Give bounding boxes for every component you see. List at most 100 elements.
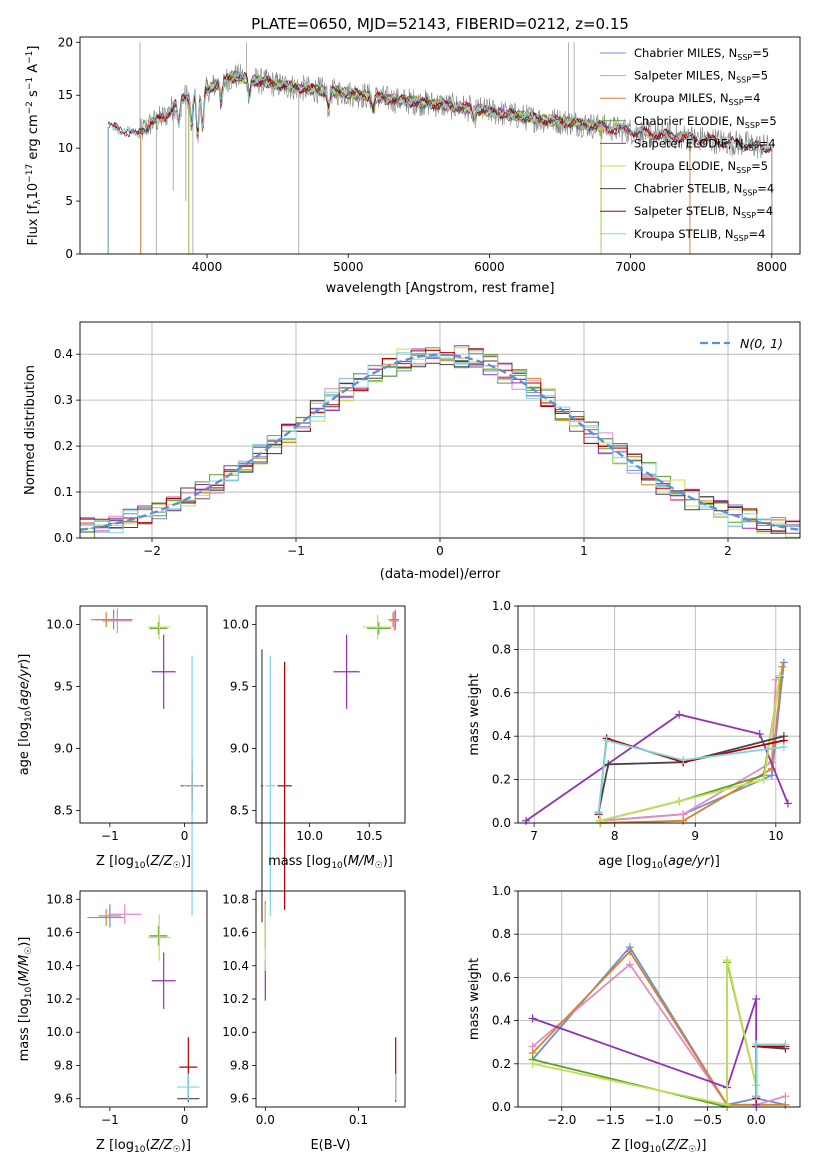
x-tick-label: −0.5	[693, 1113, 722, 1127]
y-tick-label: 0.0	[54, 531, 73, 545]
y-tick-label: 9.6	[230, 1092, 249, 1106]
x-axis-label: age [log10(age/yr)]	[598, 854, 720, 871]
x-tick-label: −2.0	[547, 1113, 576, 1127]
metallicity-massweight-panel: −2.0 −1.5 −1.0 −0.5 0.0 0.0 0.2 0.4 0.6 0.8 1.0 Z […	[467, 884, 801, 1155]
y-tick-label: 9.8	[230, 1058, 249, 1072]
y-tick-label: 10.8	[222, 892, 249, 906]
y-tick-label: 0	[65, 247, 73, 261]
x-tick-label: 4000	[192, 260, 223, 274]
legend-label: Chabrier STELIB, NSSP=4	[634, 182, 774, 198]
residual-histogram-panel: −2 −1 0 1 2 0.0 0.1 0.2 0.3 0.4 (data-model)/error…	[23, 321, 801, 582]
legend-label: Kroupa STELIB, NSSP=4	[634, 227, 765, 243]
x-tick-label: 0	[436, 544, 444, 558]
y-axis-label: mass weight	[467, 673, 482, 755]
axes-frame	[79, 321, 801, 539]
age-massweight-panel: 7 8 9 10 0.0 0.2 0.4 0.6 0.8 1.0 age [log10(age/yr…	[467, 599, 801, 871]
x-tick-label: 6000	[474, 260, 505, 274]
y-axis-label: mass weight	[467, 958, 482, 1040]
y-tick-label: 0.6	[492, 970, 511, 984]
figure-title: PLATE=0650, MJD=52143, FIBERID=0212, z=0…	[251, 15, 629, 33]
normal-curve	[80, 353, 800, 532]
weight-line	[755, 1043, 786, 1097]
axes-frame	[255, 890, 406, 1108]
y-tick-label: 9.0	[230, 742, 249, 756]
weight-line	[525, 713, 789, 822]
legend-label: Chabrier ELODIE, NSSP=5	[634, 114, 777, 130]
x-tick-label: 8	[611, 829, 619, 843]
y-tick-label: 5	[65, 194, 73, 208]
legend-label: N(0, 1)	[740, 336, 783, 351]
x-tick-label: −2	[143, 544, 161, 558]
legend-label: Salpeter ELODIE, NSSP=4	[634, 136, 776, 152]
histogram-steps	[80, 350, 800, 534]
x-tick-label: 10	[768, 829, 783, 843]
y-tick-label: 15	[58, 88, 73, 102]
y-tick-label: 0.0	[492, 1100, 511, 1114]
axes-frame	[517, 605, 801, 824]
y-tick-label: 1.0	[492, 599, 511, 613]
metallicity-mass-panel: −1 0 9.6 9.8 10.0 10.2 10.4 10.6 10.8 Z [log10(Z/…	[17, 890, 208, 1155]
y-tick-label: 10.8	[46, 892, 73, 906]
y-tick-label: 0.4	[492, 1014, 511, 1028]
spectrum-lines	[107, 42, 773, 254]
y-tick-label: 0.8	[492, 642, 511, 656]
x-tick-label: 0.0	[256, 1113, 275, 1127]
x-tick-label: 9	[691, 829, 699, 843]
y-tick-label: 0.8	[492, 927, 511, 941]
y-tick-label: 8.5	[230, 804, 249, 818]
x-tick-label: −1	[287, 544, 305, 558]
legend-label: Kroupa ELODIE, NSSP=5	[634, 159, 768, 175]
y-tick-label: 1.0	[492, 884, 511, 898]
y-axis-label: Normed distribution	[23, 365, 38, 495]
x-axis-label: wavelength [Angstrom, rest frame]	[326, 281, 555, 296]
x-tick-label: 2	[724, 544, 732, 558]
mass-age-panel: 10.0 10.5 8.5 9.0 9.5 10.0 mass [log10(M/M☉)]	[222, 605, 406, 923]
y-tick-label: 10.4	[46, 959, 73, 973]
y-tick-label: 10.2	[46, 992, 73, 1006]
x-axis-label: mass [log10(M/M☉)]	[268, 854, 393, 871]
y-tick-label: 0.4	[492, 729, 511, 743]
y-tick-label: 10.0	[222, 1025, 249, 1039]
x-tick-label: 0.0	[747, 1113, 766, 1127]
weight-line	[532, 959, 758, 1106]
ebv-mass-panel: 0.0 0.1 9.6 9.8 10.0 10.2 10.4 10.6 10.8 E(B-V)	[222, 890, 406, 1153]
y-tick-label: 20	[58, 35, 73, 49]
legend-label: Salpeter STELIB, NSSP=4	[634, 204, 773, 220]
y-tick-label: 10.0	[46, 618, 73, 632]
axes-frame	[517, 890, 801, 1108]
x-tick-label: 0	[181, 1113, 189, 1127]
y-tick-label: 9.5	[54, 680, 73, 694]
y-tick-label: 0.3	[54, 393, 73, 407]
x-tick-label: 0	[181, 829, 189, 843]
y-tick-label: 0.2	[54, 439, 73, 453]
y-tick-label: 9.0	[54, 742, 73, 756]
weight-line	[599, 675, 781, 822]
x-tick-label: −1	[101, 829, 119, 843]
y-tick-label: 9.5	[230, 680, 249, 694]
y-tick-label: 0.1	[54, 485, 73, 499]
y-tick-label: 10.0	[222, 618, 249, 632]
x-tick-label: −1	[101, 1113, 119, 1127]
x-axis-label: E(B-V)	[310, 1138, 350, 1153]
y-axis-label: mass [log10(M/M☉)]	[17, 937, 34, 1062]
y-tick-label: 0.0	[492, 816, 511, 830]
axes-frame	[79, 605, 208, 824]
axes-frame	[79, 890, 208, 1108]
y-tick-label: 0.2	[492, 773, 511, 787]
y-tick-label: 10.6	[222, 926, 249, 940]
y-tick-label: 9.8	[54, 1058, 73, 1072]
spectrum-legend: Chabrier MILES, NSSP=5 Salpeter MILES, NS…	[600, 46, 777, 243]
y-tick-label: 0.6	[492, 686, 511, 700]
axes-frame	[255, 605, 406, 824]
model-spectrum	[140, 72, 690, 143]
legend-label: Salpeter MILES, NSSP=5	[634, 69, 768, 85]
y-tick-label: 9.6	[54, 1092, 73, 1106]
weight-line	[597, 735, 785, 813]
y-tick-label: 0.4	[54, 347, 73, 361]
y-tick-label: 10.0	[46, 1025, 73, 1039]
weight-line	[600, 666, 784, 824]
legend-label: Chabrier MILES, NSSP=5	[634, 46, 769, 62]
x-tick-label: 10.0	[296, 829, 323, 843]
y-tick-label: 0.2	[492, 1057, 511, 1071]
